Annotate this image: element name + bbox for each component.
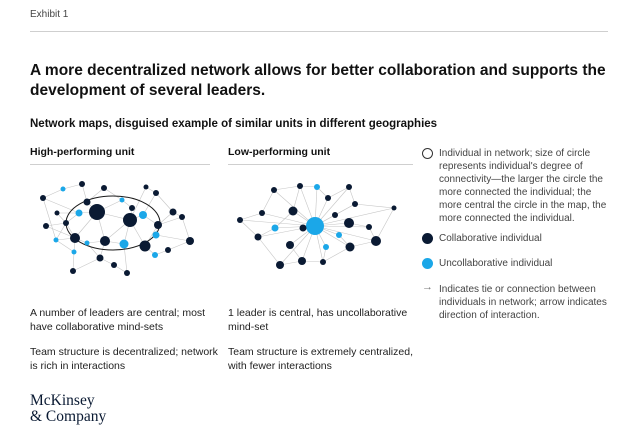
collaborative-node [143, 184, 149, 190]
top-divider [30, 31, 608, 32]
high-performing-title: High-performing unit [30, 146, 135, 158]
blue-circle-icon [422, 258, 433, 269]
collaborative-node [179, 214, 185, 220]
legend-uncollaborative-text: Uncollaborative individual [439, 258, 553, 269]
uncollaborative-node [75, 209, 83, 217]
collaborative-node [70, 268, 76, 274]
collaborative-node [123, 213, 137, 227]
collaborative-node [325, 195, 331, 201]
collaborative-node [169, 208, 177, 216]
collaborative-node [366, 224, 372, 230]
exhibit-title: A more decentralized network allows for … [30, 62, 606, 99]
logo-line-2: & Company [30, 408, 107, 425]
collaborative-node [271, 187, 277, 193]
collaborative-node [186, 237, 194, 245]
collaborative-node [298, 257, 306, 265]
low-performing-divider [228, 164, 413, 165]
exhibit-subtitle: Network maps, disguised example of simil… [30, 118, 438, 130]
collaborative-node [165, 247, 171, 253]
collaborative-node [345, 242, 355, 252]
collaborative-node [352, 201, 358, 207]
legend-collaborative-text: Collaborative individual [439, 233, 542, 244]
collaborative-node [124, 270, 130, 276]
collaborative-node [286, 241, 294, 249]
high-performing-network-map [40, 181, 194, 276]
network-nodes [40, 181, 194, 276]
collaborative-node [63, 220, 69, 226]
collaborative-node [288, 206, 298, 216]
uncollaborative-node [84, 240, 90, 246]
collaborative-node [320, 259, 326, 265]
collaborative-node [111, 262, 117, 268]
high-performing-description-1: A number of leaders are central; most ha… [30, 307, 206, 333]
legend-uncollaborative: Uncollaborative individual [422, 257, 612, 271]
high-performing-divider [30, 164, 210, 165]
high-performing-description-2: Team structure is decentralized; network… [30, 346, 218, 372]
low-performing-network [228, 168, 413, 286]
collaborative-node [332, 212, 338, 218]
collaborative-node [344, 218, 354, 228]
uncollaborative-node [152, 231, 160, 239]
collaborative-node [101, 185, 107, 191]
collaborative-node [79, 181, 85, 187]
collaborative-node [276, 261, 284, 269]
uncollaborative-node [139, 211, 147, 219]
legend-individual-text: Individual in network; size of circle re… [439, 148, 607, 224]
collaborative-node [259, 210, 265, 216]
low-performing-description-2: Team structure is extremely centralized,… [228, 346, 413, 372]
uncollaborative-node-central [306, 217, 324, 235]
uncollaborative-node [71, 249, 77, 255]
uncollaborative-node [323, 244, 329, 250]
uncollaborative-node [336, 232, 342, 238]
collaborative-node [43, 223, 49, 229]
low-performing-network-map [237, 183, 397, 269]
collaborative-node [346, 184, 352, 190]
collaborative-node [96, 254, 104, 262]
uncollaborative-node [60, 186, 66, 192]
collaborative-node [254, 233, 262, 241]
arrow-icon: → [422, 281, 433, 293]
collaborative-node [100, 236, 110, 246]
collaborative-node [153, 190, 159, 196]
network-nodes [237, 183, 397, 269]
uncollaborative-node [271, 224, 279, 232]
exhibit-label: Exhibit 1 [30, 9, 69, 20]
legend-tie: → Indicates tie or connection between in… [422, 281, 612, 323]
high-performing-network [30, 168, 210, 286]
low-performing-description-1: 1 leader is central, has uncollaborative… [228, 307, 408, 333]
collaborative-node [70, 233, 80, 243]
collaborative-node [237, 217, 243, 223]
logo-line-1: McKinsey [30, 392, 95, 409]
low-performing-title: Low-performing unit [228, 146, 331, 158]
collaborative-node [139, 240, 151, 252]
collaborative-node [54, 210, 60, 216]
collaborative-node [40, 195, 46, 201]
network-ties [42, 183, 191, 274]
collaborative-node [391, 205, 397, 211]
collaborative-node [89, 204, 105, 220]
collaborative-node [129, 205, 135, 211]
uncollaborative-node [53, 237, 59, 243]
uncollaborative-node [152, 252, 158, 258]
legend-tie-text: Indicates tie or connection between indi… [439, 284, 607, 321]
collaborative-node [83, 198, 91, 206]
collaborative-node [154, 221, 162, 229]
uncollaborative-node [314, 184, 320, 190]
open-circle-icon [422, 148, 433, 159]
dark-circle-icon [422, 233, 433, 244]
uncollaborative-node [119, 197, 125, 203]
mckinsey-logo: McKinsey & Company [30, 393, 106, 425]
collaborative-node [299, 224, 307, 232]
uncollaborative-node [119, 239, 129, 249]
legend-collaborative: Collaborative individual [422, 232, 612, 246]
legend-individual: Individual in network; size of circle re… [422, 147, 612, 224]
collaborative-node [297, 183, 303, 189]
collaborative-node [371, 236, 381, 246]
